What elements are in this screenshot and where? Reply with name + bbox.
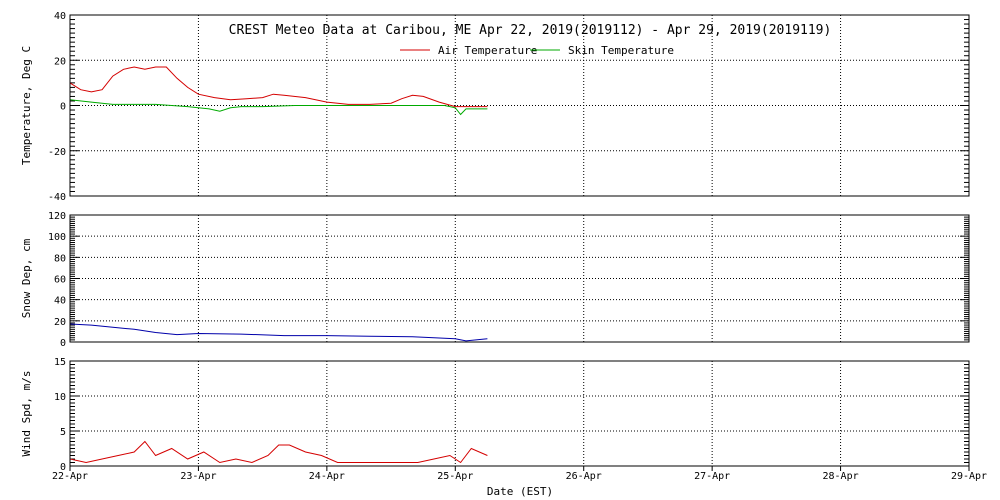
x-tick-label: 22-Apr	[52, 471, 88, 482]
y-axis-title: Snow Dep, cm	[20, 238, 33, 318]
y-tick-label: 20	[54, 56, 66, 67]
y-axis-title: Wind Spd, m/s	[20, 370, 33, 456]
panel-3: 0 5 10 15 Wind Spd, m/s	[20, 357, 970, 473]
y-tick-label: 0	[60, 338, 66, 349]
y-tick-label: 40	[54, 11, 66, 22]
x-tick-label: 26-Apr	[566, 471, 602, 482]
x-axis-title: Date (EST)	[487, 485, 553, 498]
y-axis-title: Temperature, Deg C	[20, 46, 33, 165]
panel-frame	[69, 14, 970, 197]
panel-frame	[69, 360, 970, 467]
y-tick-label: 0	[60, 462, 66, 473]
series-line-1	[69, 440, 488, 464]
y-tick-label: -40	[48, 192, 66, 203]
y-tick-label: 40	[54, 296, 66, 307]
x-tick-label: 29-Apr	[951, 471, 987, 482]
y-tick-label: 10	[54, 392, 66, 403]
y-tick-label: 100	[48, 232, 66, 243]
series-line-1	[69, 323, 488, 342]
y-tick-label: 0	[60, 102, 66, 113]
air-temperature-line	[69, 66, 488, 108]
x-tick-label: 24-Apr	[309, 471, 345, 482]
legend-label: Air Temperature	[438, 44, 537, 57]
y-tick-label: 20	[54, 317, 66, 328]
x-tick-label: 27-Apr	[694, 471, 730, 482]
y-tick-label: 5	[60, 427, 66, 438]
chart-title: CREST Meteo Data at Caribou, ME Apr 22, …	[229, 23, 832, 38]
x-tick-label: 28-Apr	[823, 471, 859, 482]
y-tick-label: 80	[54, 253, 66, 264]
y-tick-label: 120	[48, 211, 66, 222]
x-tick-label: 23-Apr	[180, 471, 216, 482]
x-tick-label: 25-Apr	[437, 471, 473, 482]
legend-label: Skin Temperature	[568, 44, 674, 57]
panel-1: -40 -20 0 20 40 Temperature, Deg C Air Tempera…	[20, 11, 970, 203]
y-tick-label: 60	[54, 275, 66, 286]
skin-temperature-line	[69, 99, 488, 116]
y-tick-label: -20	[48, 147, 66, 158]
y-tick-label: 15	[54, 357, 66, 368]
panel-frame	[69, 214, 970, 343]
panel-2: 0 20 40 60 80 100 120 Snow Dep, cm	[20, 211, 970, 349]
plot-layer: -40 -20 0 20 40 Temperature, Deg C Air Tempera…	[20, 11, 987, 482]
